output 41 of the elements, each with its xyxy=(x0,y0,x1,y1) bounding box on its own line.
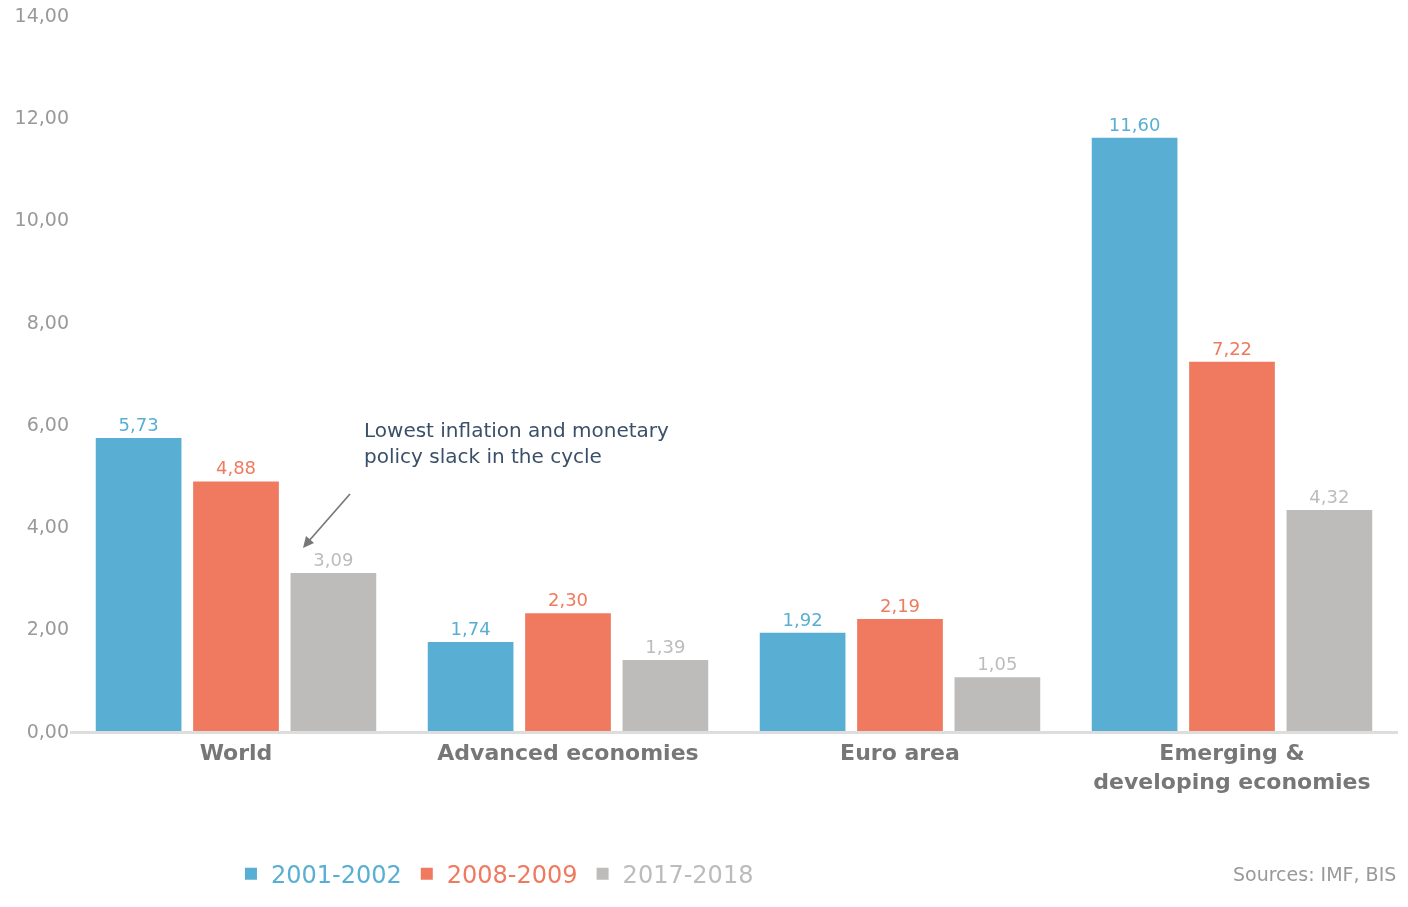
bar xyxy=(954,677,1041,731)
y-tick-label: 10,00 xyxy=(14,208,69,231)
data-label: 1,92 xyxy=(782,608,823,630)
data-label: 4,88 xyxy=(215,457,257,479)
bar xyxy=(1091,137,1178,731)
x-tick-label: World xyxy=(199,740,273,766)
x-tick-label: Advanced economies xyxy=(437,740,699,766)
data-label: 1,74 xyxy=(450,618,491,640)
data-label: 1,39 xyxy=(645,635,686,657)
data-label: 2,19 xyxy=(879,595,921,616)
data-label: 11,60 xyxy=(1108,113,1161,135)
bar xyxy=(427,642,514,731)
y-tick-label: 6,00 xyxy=(26,412,69,435)
bar xyxy=(622,659,709,731)
legend-label: 2017-2018 xyxy=(622,861,754,890)
legend-label: 2001-2002 xyxy=(270,861,402,890)
x-tick-label: Emerging & developing economies xyxy=(1093,740,1371,794)
x-tick-label: Euro area xyxy=(840,740,960,766)
annotation: Lowest inflation and monetary policy slack in the cycle xyxy=(364,418,670,468)
y-tick-label: 0,00 xyxy=(26,719,69,742)
legend-label: 2008-2009 xyxy=(446,861,578,890)
bar xyxy=(193,481,279,731)
data-label: 4,32 xyxy=(1309,486,1350,508)
bar xyxy=(95,437,182,731)
bar xyxy=(525,613,611,731)
y-tick-label: 8,00 xyxy=(26,310,69,333)
data-label: 5,73 xyxy=(118,413,159,435)
data-label: 2,30 xyxy=(547,589,589,611)
y-tick-label: 14,00 xyxy=(14,3,69,26)
y-tick-label: 4,00 xyxy=(26,515,69,538)
bar xyxy=(1286,510,1373,731)
bar xyxy=(857,619,943,731)
source-note: Sources: IMF, BIS xyxy=(1233,863,1397,885)
data-label: 3,09 xyxy=(313,548,354,570)
bar xyxy=(290,572,377,731)
bar xyxy=(759,632,846,731)
bar xyxy=(1189,361,1275,731)
y-tick-label: 2,00 xyxy=(26,617,69,640)
data-label: 1,05 xyxy=(977,653,1018,675)
y-tick-label: 12,00 xyxy=(14,105,69,128)
data-label: 7,22 xyxy=(1211,337,1253,359)
